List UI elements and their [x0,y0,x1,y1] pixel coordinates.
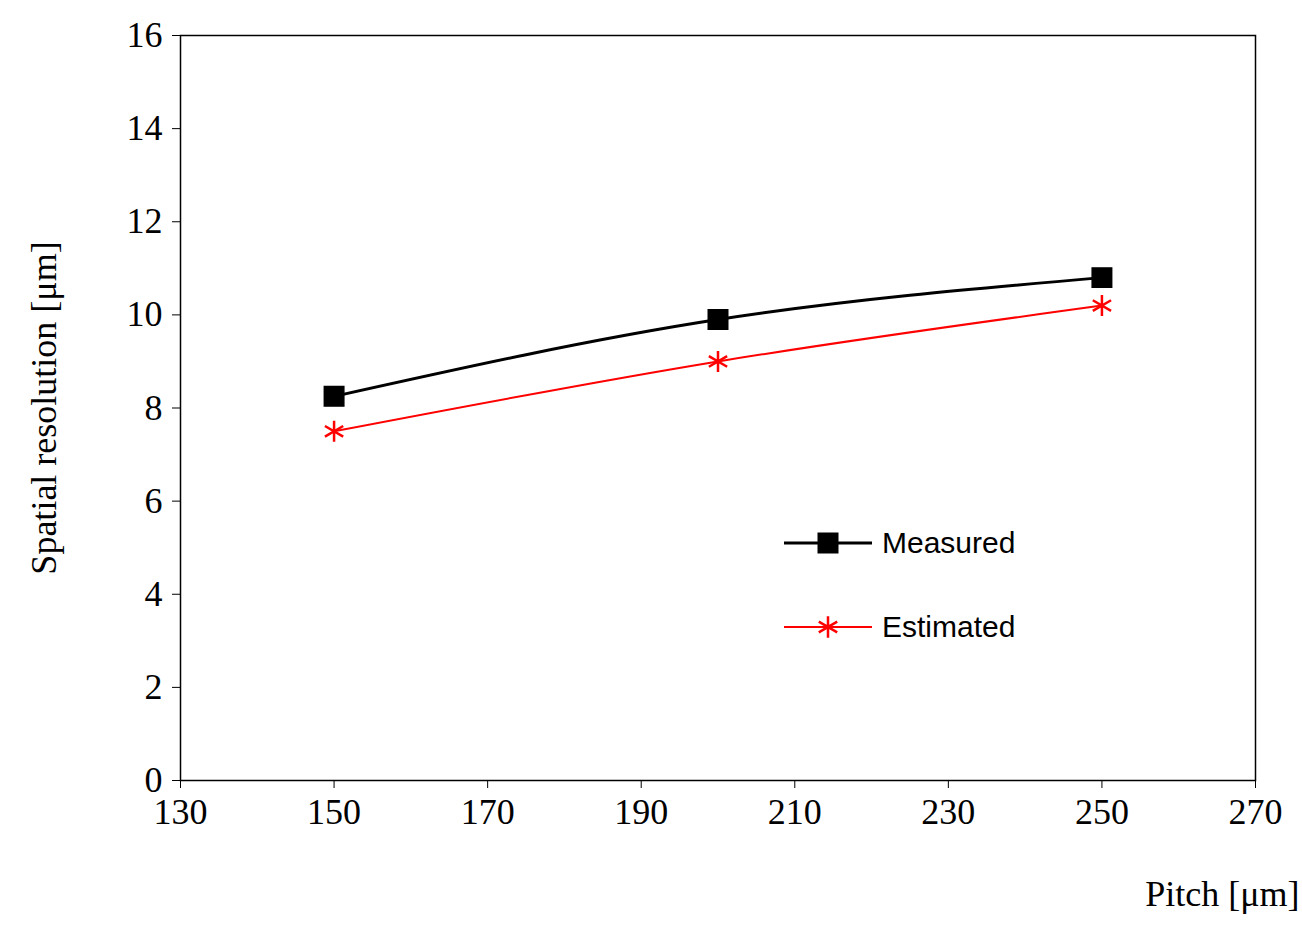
svg-text:250: 250 [1075,792,1129,832]
svg-text:16: 16 [127,15,163,55]
svg-text:150: 150 [307,792,361,832]
svg-text:2: 2 [145,667,163,707]
svg-text:230: 230 [921,792,975,832]
svg-text:6: 6 [145,481,163,521]
svg-text:Pitch [μm]: Pitch [μm] [1145,874,1299,914]
svg-text:270: 270 [1229,792,1283,832]
svg-text:10: 10 [127,294,163,334]
svg-text:190: 190 [614,792,668,832]
html-text:Estimated: Estimated [882,610,1016,643]
svg-text:8: 8 [145,388,163,428]
html-text:Measured: Measured [882,526,1016,559]
svg-text:Spatial resolution [μm]: Spatial resolution [μm] [24,241,64,574]
svg-text:130: 130 [154,792,208,832]
svg-text:4: 4 [145,574,163,614]
svg-text:12: 12 [127,201,163,241]
svg-text:0: 0 [144,760,163,800]
svg-text:170: 170 [461,792,515,832]
svg-text:14: 14 [127,108,163,148]
svg-text:210: 210 [768,792,822,832]
